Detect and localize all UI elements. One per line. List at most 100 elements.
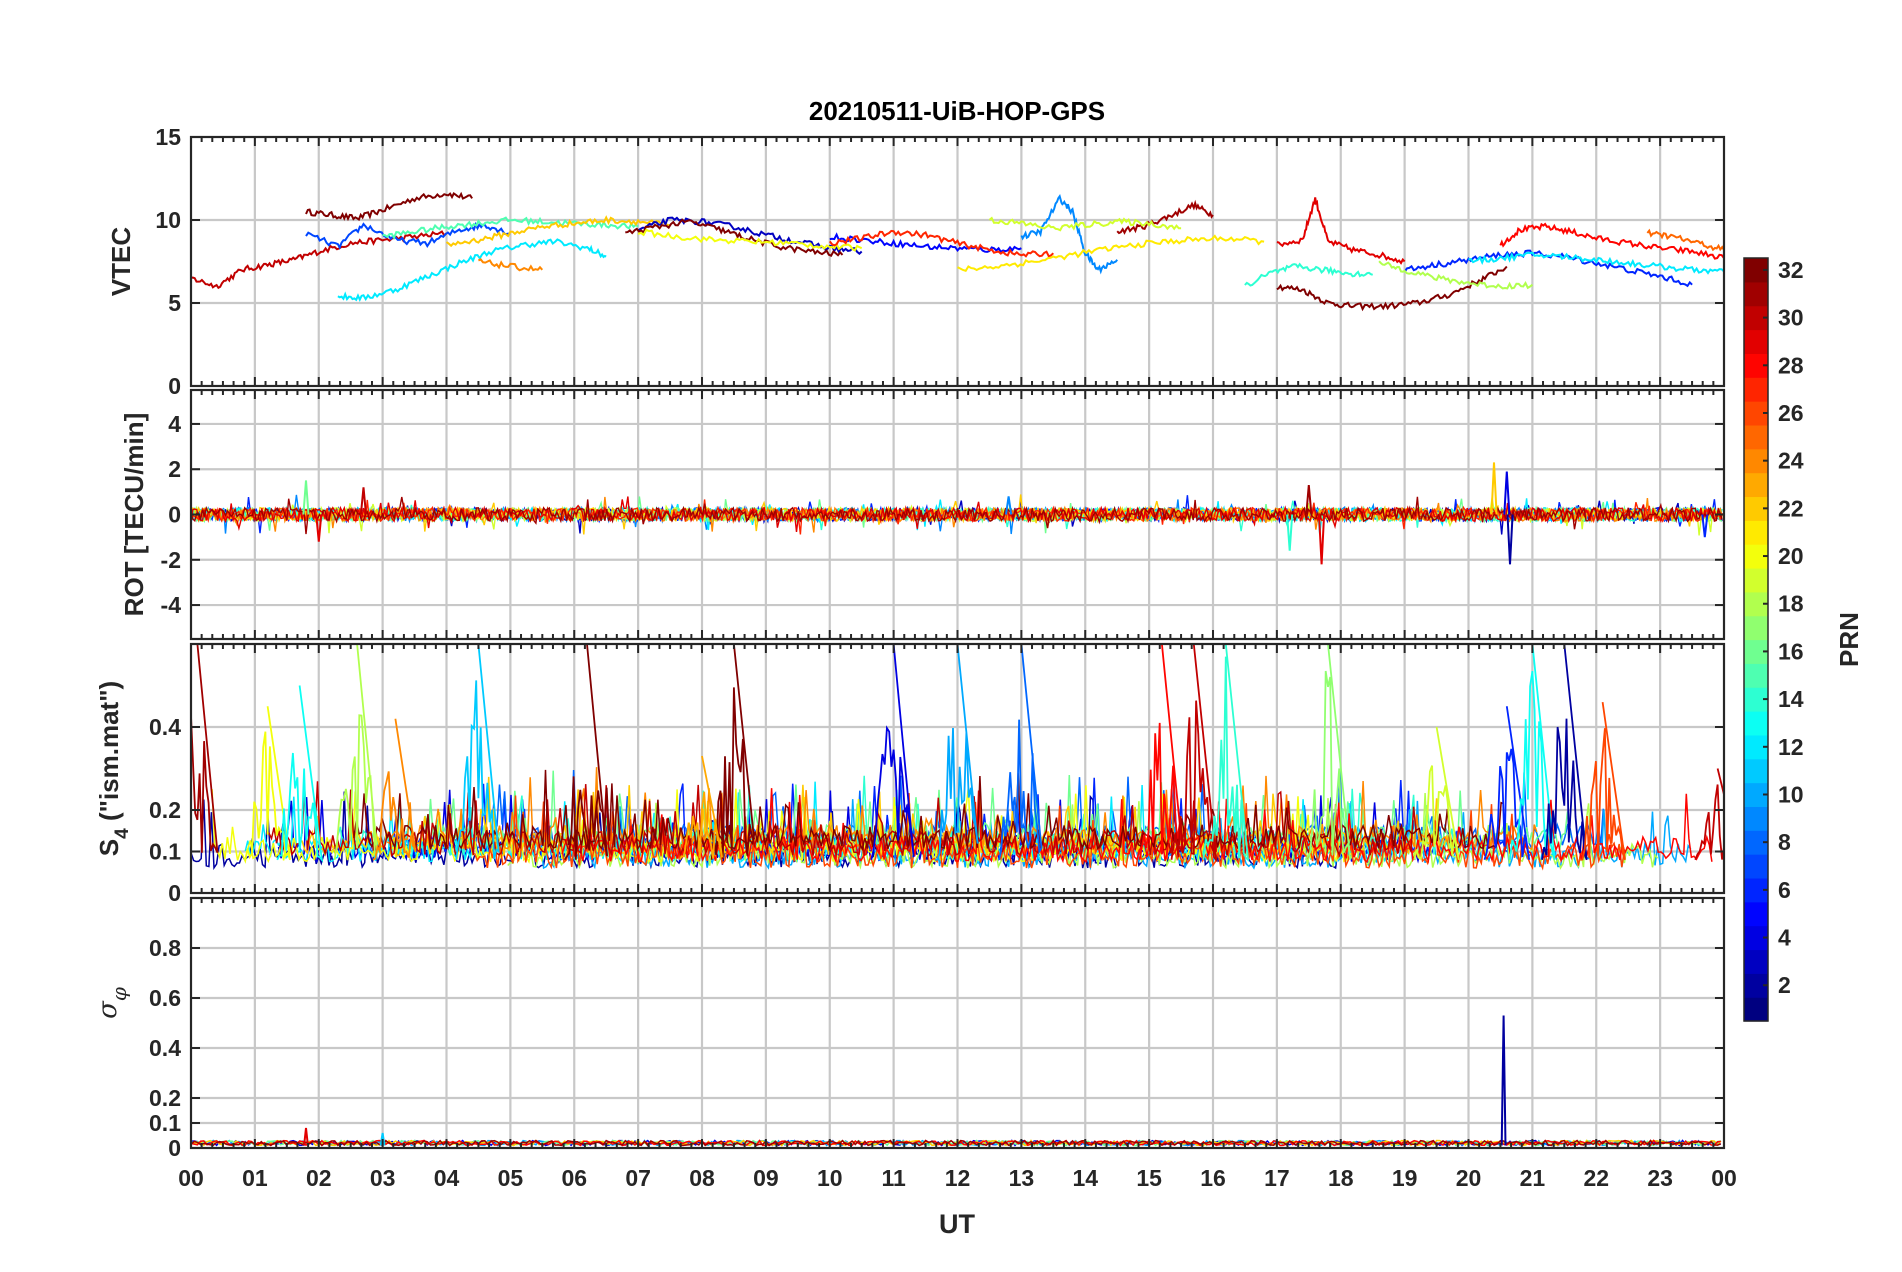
colorbar-tick-label: 14 — [1778, 686, 1804, 712]
y-tick-label: 0 — [168, 1135, 181, 1161]
colorbar-tick-label: 2 — [1778, 972, 1791, 998]
colorbar-tick-label: 12 — [1778, 734, 1804, 760]
s4-peak-prn-23 — [678, 755, 723, 861]
x-tick-label: 23 — [1647, 1165, 1673, 1191]
x-tick-label: 07 — [625, 1165, 651, 1191]
colorbar-band — [1744, 997, 1768, 1022]
colorbar-band — [1744, 329, 1768, 354]
y-tick-label: 2 — [168, 456, 181, 482]
colorbar-tick-label: 10 — [1778, 781, 1804, 807]
y-axis-label-s4: S4 ("ism.mat") — [94, 681, 133, 856]
colorbar-band — [1744, 854, 1768, 879]
vtec-series-prn-25 — [1646, 228, 1724, 252]
rot-spike-prn-9 — [1005, 496, 1013, 515]
x-axis-label: UT — [939, 1209, 975, 1239]
x-tick-label: 12 — [945, 1165, 971, 1191]
x-tick-label: 06 — [561, 1165, 587, 1191]
series-layer — [191, 191, 1724, 1147]
s4-peak-prn-8 — [998, 644, 1043, 860]
y-tick-label: 5 — [168, 290, 181, 316]
vtec-series-prn-15 — [382, 216, 639, 240]
x-tick-label: 03 — [370, 1165, 396, 1191]
sigma-spike-prn-2 — [1500, 1015, 1507, 1146]
rot-spike-prn-16 — [302, 480, 310, 515]
vtec-series-prn-31 — [1116, 199, 1214, 235]
colorbar-frame — [1743, 257, 1769, 1022]
colorbar-band — [1744, 377, 1768, 402]
vtec-series-prn-14 — [1244, 262, 1374, 287]
colorbar-band — [1744, 281, 1768, 307]
y-tick-label: 15 — [155, 124, 181, 150]
rot-spike-prn-22 — [1490, 462, 1498, 515]
colorbar-tick-label: 20 — [1778, 543, 1804, 569]
y-tick-label: 0.2 — [149, 1085, 181, 1111]
colorbar-band — [1744, 949, 1768, 974]
s4-peak-prn-2 — [1541, 644, 1588, 861]
x-tick-label: 18 — [1328, 1165, 1354, 1191]
colorbar-tick-label: 32 — [1778, 257, 1804, 283]
colorbar-tick-label: 28 — [1778, 352, 1804, 378]
s4-peak-prn-19 — [1413, 726, 1460, 861]
x-tick-label: 00 — [178, 1165, 204, 1191]
vtec-series-prn-20 — [637, 228, 863, 252]
rot-spike-prn-30 — [359, 487, 367, 515]
x-tick-label: 00 — [1711, 1165, 1737, 1191]
s4-peak-prn-32 — [563, 644, 608, 861]
s4-peak-prn-31 — [191, 644, 219, 854]
colorbar-band — [1744, 520, 1768, 545]
s4-peak-prn-13 — [276, 685, 324, 863]
x-tick-label: 04 — [434, 1165, 460, 1191]
s4-peak-prn-17 — [1304, 644, 1352, 861]
x-tick-label: 08 — [689, 1165, 715, 1191]
s4-peak-prn-30 — [1170, 644, 1218, 863]
colorbar-band — [1744, 567, 1768, 593]
colorbar-band — [1744, 901, 1768, 927]
s4-peak-prn-4 — [870, 644, 915, 861]
x-tick-label: 11 — [881, 1165, 906, 1191]
x-tick-label: 02 — [306, 1165, 332, 1191]
colorbar-tick-label: 18 — [1778, 591, 1804, 617]
x-tick-label: 22 — [1583, 1165, 1609, 1191]
vtec-series-prn-19 — [988, 216, 1182, 232]
colorbar-tick-label: 6 — [1778, 877, 1791, 903]
s4-peak-prn-20 — [244, 706, 291, 861]
y-tick-label: 4 — [168, 411, 181, 437]
colorbar-band — [1744, 615, 1768, 641]
y-tick-label: 0 — [168, 373, 181, 399]
x-tick-label: 01 — [242, 1165, 268, 1191]
y-tick-label: 0.4 — [149, 1035, 181, 1061]
colorbar-band — [1744, 758, 1768, 784]
colorbar-band — [1744, 806, 1768, 831]
y-axis-label-sigma-sub: φ — [107, 987, 131, 1001]
y-tick-label: 0.2 — [149, 797, 181, 823]
y-axis-label-sigma-main: σ — [93, 1000, 123, 1019]
text-layer: 20210511-UiB-HOP-GPS UT 051015VTEC-4-202… — [93, 96, 1737, 1239]
colorbar-band — [1744, 424, 1768, 450]
rot-spike-prn-29 — [1318, 514, 1326, 565]
colorbar-label: PRN — [1834, 612, 1864, 667]
s4-peak-prn-6 — [1483, 706, 1531, 861]
colorbar-band — [1744, 711, 1768, 736]
colorbar-band — [1744, 472, 1768, 498]
colorbar-tick-label: 22 — [1778, 495, 1804, 521]
vtec-series-prn-18 — [1378, 260, 1534, 290]
colorbar-tick-label: 26 — [1778, 400, 1804, 426]
vtec-series-prn-21 — [957, 234, 1265, 272]
vtec-series-prn-27 — [829, 229, 1054, 258]
sigma-spike-prn-11 — [379, 1132, 386, 1146]
vtec-series-prn-29 — [1276, 197, 1406, 265]
s4-peak-prn-26 — [1580, 701, 1626, 861]
x-tick-label: 10 — [817, 1165, 843, 1191]
vtec-series-prn-32 — [625, 218, 844, 257]
x-tick-label: 13 — [1009, 1165, 1035, 1191]
y-axis-label-s4-rest: ("ism.mat") — [94, 681, 124, 828]
x-tick-label: 16 — [1200, 1165, 1226, 1191]
colorbar-tick-label: 8 — [1778, 829, 1791, 855]
y-tick-label: 0 — [168, 502, 181, 528]
y-tick-label: 0 — [168, 880, 181, 906]
x-tick-label: 05 — [498, 1165, 524, 1191]
colorbar-tick-label: 4 — [1778, 925, 1791, 951]
x-tick-label: 09 — [753, 1165, 779, 1191]
s4-series-prn-18 — [507, 792, 1659, 870]
